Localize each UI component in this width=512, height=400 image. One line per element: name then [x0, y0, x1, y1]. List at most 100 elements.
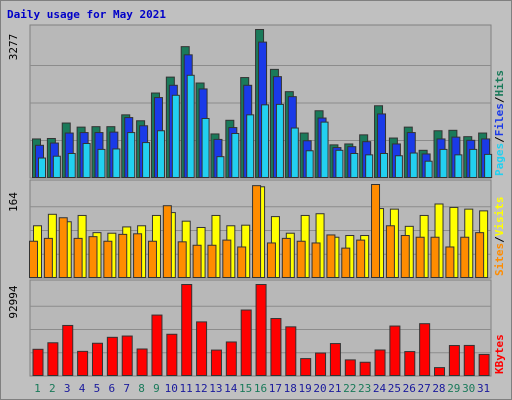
x-tick-label: 1 — [34, 382, 41, 395]
kbytes-bar — [270, 318, 282, 376]
sites-bar — [192, 244, 202, 279]
sites-bar — [430, 236, 440, 278]
sites-bar — [356, 239, 366, 279]
x-tick-label: 20 — [313, 382, 326, 395]
kbytes-bar — [136, 348, 148, 377]
kbytes-bar — [225, 341, 237, 377]
legend-entry: Visits — [493, 197, 506, 237]
x-tick-label: 12 — [194, 382, 207, 395]
pages-bar — [186, 74, 195, 178]
sites-bar — [371, 184, 381, 278]
x-tick-label: 25 — [388, 382, 401, 395]
sites-bar — [73, 237, 83, 279]
legend-visits-sites: Sites/Visits — [493, 197, 506, 277]
x-tick-label: 18 — [284, 382, 297, 395]
legend-kbytes: KBytes — [493, 334, 506, 374]
x-tick-label: 31 — [477, 382, 490, 395]
sites-bar — [177, 241, 187, 279]
kbytes-bar — [434, 367, 446, 376]
pages-bar — [335, 149, 344, 179]
pages-bar — [394, 155, 403, 178]
pages-bar — [484, 153, 493, 178]
sites-bar — [162, 205, 172, 279]
pages-bar — [350, 152, 359, 178]
pages-bar — [246, 114, 255, 178]
kbytes-bar — [32, 348, 44, 377]
sites-bar — [311, 242, 321, 278]
pages-bar — [156, 130, 165, 178]
kbytes-bar — [151, 314, 163, 377]
y-max-label-visits: 164 — [7, 192, 20, 212]
x-tick-label: 19 — [298, 382, 311, 395]
sites-bar — [296, 240, 306, 278]
sites-bar — [326, 234, 336, 278]
x-tick-label: 5 — [94, 382, 101, 395]
legend-entry: / — [493, 136, 506, 143]
legend-entry: Hits — [493, 70, 506, 97]
sites-bar — [222, 239, 232, 279]
x-tick-label: 4 — [79, 382, 86, 395]
sites-bar — [341, 247, 351, 278]
pages-bar — [142, 142, 151, 179]
kbytes-bar — [419, 323, 431, 376]
pages-bar — [275, 103, 284, 178]
sites-bar — [58, 217, 68, 278]
pages-bar — [231, 132, 240, 178]
sites-bar — [475, 232, 485, 279]
x-tick-label: 6 — [108, 382, 115, 395]
pages-bar — [380, 152, 389, 178]
kbytes-bar — [478, 353, 490, 376]
sites-bar — [266, 242, 276, 278]
pages-bar — [469, 148, 478, 178]
pages-bar — [201, 117, 210, 178]
legend-hits-files-pages: Pages/Files/Hits — [493, 70, 506, 176]
x-tick-label: 16 — [254, 382, 267, 395]
kbytes-bar — [77, 350, 89, 376]
sites-bar — [88, 236, 98, 279]
pages-bar — [82, 142, 91, 178]
sites-bar — [103, 240, 113, 278]
x-tick-label: 11 — [180, 382, 193, 395]
legend-entry: / — [493, 96, 506, 103]
sites-bar — [281, 237, 291, 279]
chart-title: Daily usage for May 2021 — [7, 8, 166, 21]
sites-bar — [43, 237, 53, 279]
sites-bar — [415, 236, 425, 278]
pages-bar — [38, 157, 46, 179]
kbytes-bar — [121, 335, 133, 376]
sites-bar — [29, 240, 38, 278]
x-tick-label: 8 — [138, 382, 145, 395]
kbytes-bar — [210, 349, 222, 376]
pages-bar — [320, 121, 329, 178]
x-tick-label: 15 — [239, 382, 252, 395]
x-tick-label: 14 — [224, 382, 238, 395]
y-max-label-kbytes: 92994 — [7, 285, 20, 318]
x-tick-label: 10 — [165, 382, 178, 395]
pages-bar — [261, 104, 270, 178]
x-tick-label: 2 — [49, 382, 56, 395]
sites-bar — [207, 244, 217, 279]
x-tick-label: 7 — [123, 382, 130, 395]
pages-bar — [67, 152, 76, 178]
kbytes-bar — [285, 326, 297, 376]
kbytes-bar — [359, 361, 371, 376]
x-tick-label: 28 — [432, 382, 445, 395]
legend-entry: Pages — [493, 143, 506, 176]
sites-bar — [460, 236, 470, 278]
kbytes-bar — [240, 309, 252, 376]
x-tick-label: 13 — [209, 382, 222, 395]
x-tick-label: 27 — [417, 382, 430, 395]
x-tick-label: 17 — [269, 382, 282, 395]
x-tick-label: 24 — [373, 382, 387, 395]
kbytes-bar — [448, 345, 460, 377]
x-tick-label: 30 — [462, 382, 475, 395]
pages-bar — [171, 94, 180, 178]
pages-bar — [409, 152, 418, 179]
kbytes-bar — [106, 336, 118, 376]
pages-bar — [439, 148, 448, 178]
sites-bar — [400, 235, 410, 278]
x-tick-label: 23 — [358, 382, 371, 395]
legend-entry: Sites — [493, 243, 506, 276]
x-tick-label: 26 — [403, 382, 416, 395]
